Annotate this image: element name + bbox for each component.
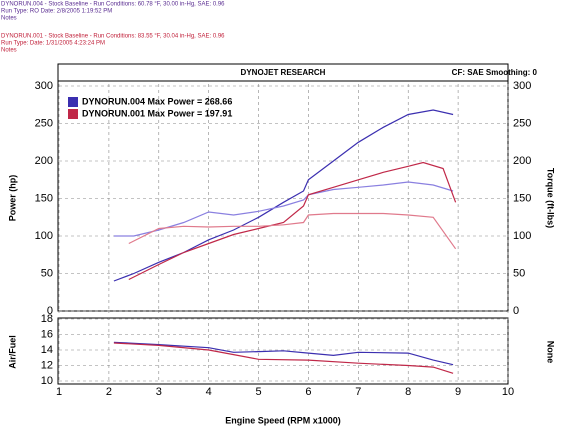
settings-label: CF: SAE Smoothing: 0 <box>452 68 538 77</box>
x-tick-label: 8 <box>405 386 411 398</box>
y-tick-label: 250 <box>35 117 53 129</box>
y-tick-label: 150 <box>35 192 53 204</box>
y-tick-label: 200 <box>35 155 53 167</box>
x-axis-title: Engine Speed (RPM x1000) <box>225 415 341 425</box>
y2-tick-label: 50 <box>513 267 525 279</box>
y-axis-title: Power (hp) <box>7 175 17 222</box>
data-line <box>128 161 457 281</box>
afr-axis-title: Air/Fuel <box>7 335 17 369</box>
y2-tick-label: 150 <box>513 192 531 204</box>
x-tick-label: 3 <box>156 386 162 398</box>
y-tick-label: 12 <box>41 359 53 371</box>
header-line: Notes <box>1 16 17 22</box>
data-line <box>128 212 457 250</box>
afr-y2-title: None <box>546 341 556 364</box>
y-tick-label: 16 <box>41 328 53 340</box>
afr-frame <box>57 317 509 385</box>
y2-axis-title: Torque (ft-lbs) <box>546 168 556 228</box>
y-tick-label: 0 <box>47 305 53 317</box>
legend-swatch <box>68 109 78 119</box>
data-line <box>113 342 454 374</box>
x-tick-label: 4 <box>206 386 212 398</box>
x-tick-label: 2 <box>106 386 112 398</box>
header-line: Notes <box>1 48 17 54</box>
chart-title: DYNOJET RESEARCH <box>241 68 326 77</box>
x-tick-label: 7 <box>355 386 361 398</box>
legend-swatch <box>68 97 78 107</box>
y-tick-label: 50 <box>41 267 53 279</box>
x-tick-label: 5 <box>255 386 261 398</box>
x-tick-label: 9 <box>455 386 461 398</box>
y-tick-label: 18 <box>41 313 53 325</box>
y-tick-label: 14 <box>41 344 53 356</box>
x-tick-label: 6 <box>305 386 311 398</box>
y2-tick-label: 250 <box>513 117 531 129</box>
y2-tick-label: 100 <box>513 230 531 242</box>
x-tick-label: 10 <box>502 386 514 398</box>
y-tick-label: 10 <box>41 375 53 387</box>
y2-tick-label: 0 <box>513 305 519 317</box>
x-tick-label: 1 <box>56 386 62 398</box>
y-tick-label: 300 <box>35 80 53 92</box>
y-tick-label: 100 <box>35 230 53 242</box>
legend-label: DYNORUN.001 Max Power = 197.91 <box>82 108 232 118</box>
header-line: Run Type: Date: 1/31/2005 4:23:24 PM <box>1 41 105 47</box>
legend-label: DYNORUN.004 Max Power = 268.66 <box>82 96 232 106</box>
data-line <box>113 109 454 282</box>
header-line: DYNORUN.004 - Stock Baseline - Run Condi… <box>1 2 225 8</box>
header-line: Run Type: RO Date: 2/8/2005 1:19:52 PM <box>1 9 112 15</box>
data-line <box>113 181 454 237</box>
data-line <box>113 341 454 366</box>
y2-tick-label: 200 <box>513 155 531 167</box>
header-line: DYNORUN.001 - Stock Baseline - Run Condi… <box>1 34 225 40</box>
y2-tick-label: 300 <box>513 80 531 92</box>
